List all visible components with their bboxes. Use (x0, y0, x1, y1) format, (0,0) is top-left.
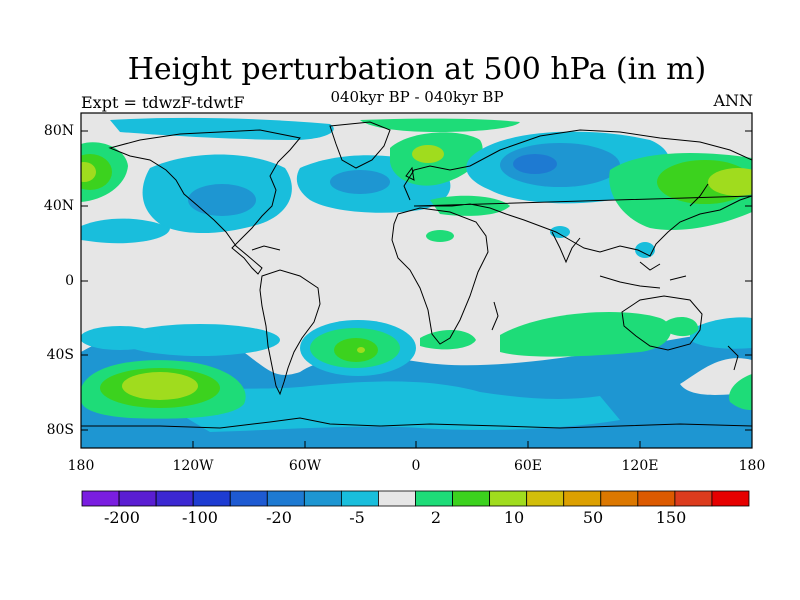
contour-south-indian-high (500, 311, 671, 357)
contour-south-east-pos (665, 316, 699, 337)
coast-new-zealand (727, 345, 739, 371)
colorbar-swatch (378, 490, 416, 507)
lon-label-0: 0 (411, 458, 421, 474)
coast-africa (391, 207, 489, 345)
plot-title: Height perturbation at 500 hPa (in m) (127, 52, 707, 87)
contour-fields (81, 117, 752, 448)
contour-tropical-atl (426, 230, 454, 242)
contour-eurasia-low (500, 143, 620, 187)
contour-greenland-core (412, 145, 444, 163)
lat-label-40s: 40S (46, 347, 74, 363)
lon-label-120w: 120W (172, 458, 214, 474)
lat-label-80s: 80S (46, 422, 74, 438)
colorbar-label: 50 (582, 508, 604, 527)
contour-atlantic-low (330, 170, 390, 194)
colorbar-swatch (674, 490, 713, 507)
contour-arctic-neg-strip (110, 117, 334, 140)
experiment-label: Expt = tdwzF-tdwtF (81, 93, 245, 112)
colorbar-swatch (637, 490, 676, 507)
contour-eurasia-low-core (513, 154, 557, 174)
colorbar-label: 150 (655, 508, 687, 527)
contour-southern-pos-edge (729, 374, 752, 410)
colorbar-swatch (340, 490, 379, 507)
axis-ticks (80, 130, 753, 448)
contour-south-pacific-neg2 (81, 326, 160, 350)
colorbar-label: 10 (503, 508, 525, 527)
coast-indonesia (599, 261, 687, 289)
contour-south-atlantic-peak (357, 347, 365, 353)
contour-south-pacific-neg (120, 324, 280, 356)
colorbar-swatch (266, 490, 305, 507)
colorbar-label: -5 (349, 508, 365, 527)
contour-tropical-asia (550, 226, 570, 238)
coast-caribbean (251, 245, 281, 251)
coastlines (81, 121, 752, 429)
lon-label-180w: 180 (67, 458, 95, 474)
plot-subtitle: 040kyr BP - 040kyr BP (330, 88, 504, 106)
lat-label-0: 0 (65, 273, 74, 289)
coast-north-america (108, 129, 301, 275)
contour-europe-pos (430, 195, 510, 216)
colorbar-swatch (155, 490, 194, 507)
contour-south-atlantic-core (334, 338, 378, 362)
colorbar-swatch (303, 490, 342, 507)
contour-alaska-low (188, 184, 256, 216)
colorbar-swatch (192, 490, 231, 507)
colorbar-swatch (118, 490, 157, 507)
colorbar-label: 2 (430, 508, 442, 527)
colorbar-swatch (526, 490, 565, 507)
contour-tropical-pac (635, 242, 655, 258)
contour-pacific-neg-band (81, 218, 170, 244)
contour-south-east-neg (690, 317, 752, 349)
colorbar (81, 490, 750, 507)
contour-southern-belt-inner (150, 381, 620, 432)
colorbar-swatch (415, 490, 453, 507)
coast-japan (689, 183, 709, 207)
contour-east-asia-peak (708, 168, 752, 196)
lon-label-60e: 60E (513, 458, 543, 474)
coast-india (551, 231, 581, 264)
coast-madagascar (491, 301, 499, 331)
contour-bering-peak (81, 162, 96, 182)
lon-label-180e: 180 (738, 458, 766, 474)
coast-australia (621, 295, 703, 351)
lat-label-80n: 80N (43, 123, 74, 139)
colorbar-label: -20 (266, 508, 292, 527)
lat-label-40n: 40N (43, 198, 74, 214)
coast-south-america (259, 269, 321, 396)
colorbar-swatch (600, 490, 639, 507)
coast-greenland (329, 121, 391, 169)
colorbar-label: -100 (182, 508, 218, 527)
contour-arctic-pos-strip (360, 118, 520, 132)
season-label: ANN (713, 91, 753, 110)
coast-antarctica (81, 417, 752, 429)
colorbar-swatch (489, 490, 528, 507)
colorbar-swatch (81, 490, 120, 507)
colorbar-swatch (229, 490, 268, 507)
coast-europe-asia (403, 129, 752, 257)
colorbar-swatch (711, 490, 750, 507)
contour-south-pacific-peak (122, 372, 198, 400)
colorbar-label: -200 (104, 508, 140, 527)
coast-uk (405, 166, 415, 181)
colorbar-swatch (563, 490, 602, 507)
lon-label-120e: 120E (621, 458, 659, 474)
lon-label-60w: 60W (288, 458, 322, 474)
colorbar-swatch (452, 490, 491, 507)
